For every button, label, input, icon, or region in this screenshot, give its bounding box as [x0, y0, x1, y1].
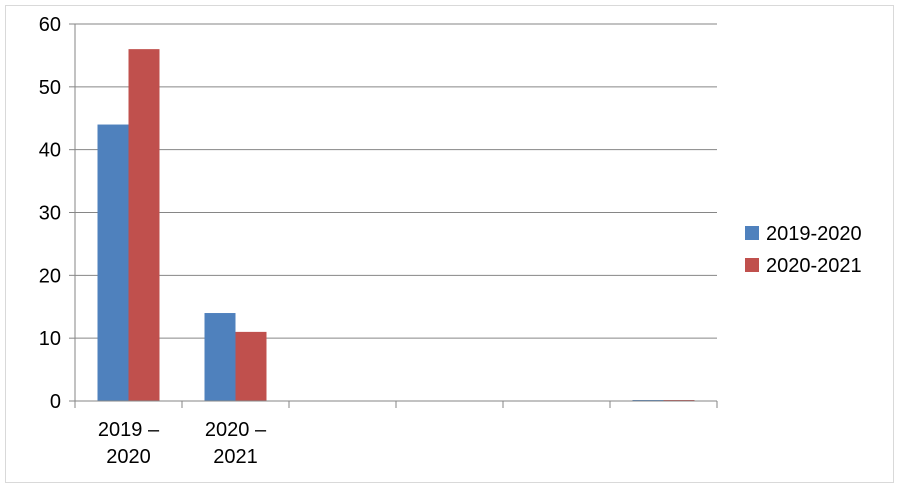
x-tick-label: 2019 –: [98, 419, 160, 441]
y-tick-label: 30: [39, 203, 61, 225]
legend-label: 2019-2020: [766, 223, 862, 245]
gridlines: [75, 23, 717, 339]
x-tick-label: 2021: [213, 446, 258, 468]
x-tick-label: 2020: [106, 446, 151, 468]
y-tick-label: 40: [39, 140, 61, 162]
bars: [97, 49, 695, 402]
chart-frame: [5, 5, 894, 483]
bar-2019-2020-0: [97, 124, 129, 402]
x-tick-label: 2020 –: [205, 419, 267, 441]
legend-swatch: [745, 258, 759, 272]
bar-2019-2020-1: [204, 313, 236, 401]
legend-label: 2020-2021: [766, 255, 862, 277]
legend: 2019-2020 2020-2021: [745, 223, 862, 277]
bar-2020-2021-0: [128, 49, 160, 402]
y-tick-label: 60: [39, 14, 61, 36]
y-tick-label: 0: [50, 391, 61, 413]
y-tick-label: 50: [39, 77, 61, 99]
y-tick-label: 10: [39, 328, 61, 350]
y-tick-labels: 0 10 20 30 40 50 60: [39, 14, 61, 413]
axes: [69, 23, 718, 408]
legend-swatch: [745, 226, 759, 240]
y-tick-label: 20: [39, 265, 61, 287]
x-tick-labels: 2019 – 2020 2020 – 2021: [98, 419, 267, 468]
bar-2020-2021-1: [235, 331, 267, 401]
